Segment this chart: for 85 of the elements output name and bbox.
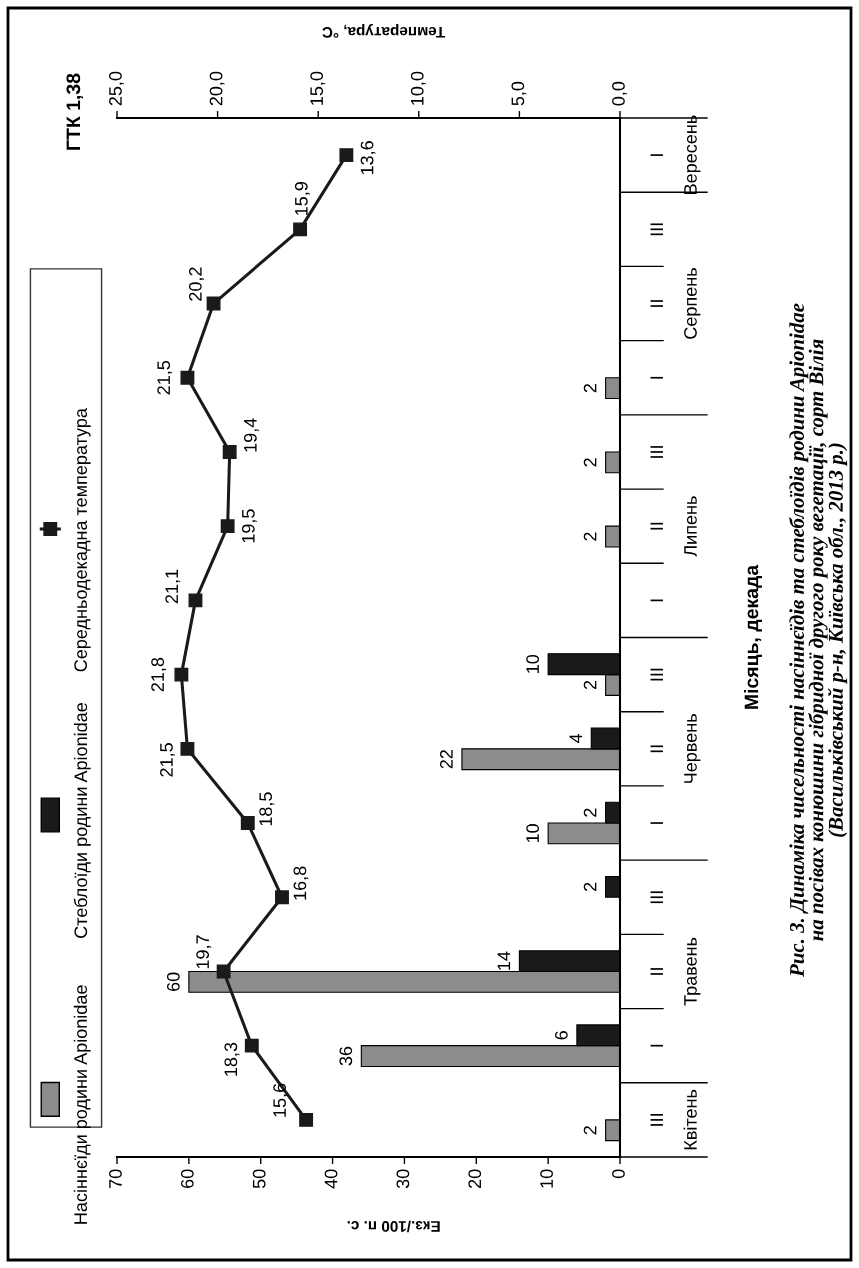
text: Травень <box>684 937 701 1006</box>
point <box>222 445 237 459</box>
x-tick-label: 30 <box>396 1169 410 1189</box>
data-label: 15,6 <box>273 1083 289 1117</box>
x2-tick-label: 25,0 <box>109 71 124 106</box>
data-label: 2 <box>583 882 597 891</box>
data-label: 2 <box>583 532 597 541</box>
data-label: 19,4 <box>243 418 259 452</box>
text: Серпень <box>684 268 701 339</box>
y-tick-label: III <box>650 223 663 236</box>
point <box>188 593 203 608</box>
data-label: 21,5 <box>160 743 175 777</box>
text: ГТК 1,38 <box>66 73 84 150</box>
point <box>244 1038 259 1053</box>
data-label: 2 <box>583 384 597 393</box>
data-label: 16,8 <box>293 866 309 900</box>
point <box>180 370 195 385</box>
point <box>174 667 189 682</box>
point <box>180 741 195 756</box>
y-tick-label: II <box>650 968 663 975</box>
y-tick-label: I <box>650 822 663 824</box>
point <box>293 222 308 237</box>
x-axis-title: Екз./100 п. с. <box>347 1220 440 1233</box>
x-tick-label: 10 <box>540 1169 553 1188</box>
data-label: 2 <box>583 458 597 467</box>
data-label: 18,5 <box>259 792 275 826</box>
data-label: 18,3 <box>224 1042 240 1076</box>
y-tick-label: III <box>650 891 663 904</box>
x2-axis-title: Температура, °С <box>322 23 446 38</box>
y-tick-label: I <box>650 154 663 156</box>
y-tick-label: II <box>650 300 663 307</box>
text: Червень <box>684 714 701 783</box>
y-tick-label: III <box>650 668 663 681</box>
x2-tick-label: 5,0 <box>511 81 527 106</box>
x2-tick-label: 15,0 <box>310 71 326 105</box>
data-label: 10 <box>526 654 540 673</box>
point <box>299 1112 314 1127</box>
point <box>339 148 354 163</box>
text: Вересень <box>684 115 701 194</box>
data-label: 60 <box>166 972 180 991</box>
x-tick-label: 50 <box>252 1169 266 1189</box>
text: Липень <box>684 496 697 557</box>
legend-label: Середньодекадна температура <box>74 408 91 672</box>
data-label: 10 <box>526 824 540 843</box>
x-tick-label: 20 <box>468 1169 482 1188</box>
y-tick-label: II <box>650 522 663 530</box>
x2-tick-label: 0,0 <box>612 81 627 106</box>
y-tick-label: I <box>650 376 663 379</box>
y-tick-label: III <box>650 1114 663 1126</box>
data-label: 19,7 <box>196 935 212 969</box>
point <box>206 296 221 311</box>
data-label: 22 <box>440 750 453 769</box>
data-label: 21,1 <box>165 569 181 604</box>
text: Квітень <box>683 1089 697 1150</box>
y-axis-title: Місяць, декада <box>744 564 762 709</box>
x-tick-label: 70 <box>109 1169 122 1188</box>
data-label: 20,2 <box>188 267 204 301</box>
text: Рис. 3. Динаміка чисельності насіннєїдів та стеблоїдів родини Apionidae на посівах конюшини гібридної другого року вегетації, сорт Вілія (Васильківський р-н, Київська обл., 2013 р.) <box>788 303 848 977</box>
point <box>240 816 255 830</box>
y-tick-label: I <box>650 1044 663 1047</box>
x-tick-label: 0 <box>612 1169 625 1179</box>
data-label: 2 <box>583 680 597 690</box>
data-label: 4 <box>569 733 582 744</box>
point <box>216 964 231 979</box>
data-label: 13,6 <box>360 141 376 175</box>
data-label: 2 <box>583 1126 597 1135</box>
x-tick-label: 60 <box>180 1169 194 1188</box>
data-label: 19,5 <box>241 509 257 543</box>
x2-tick-label: 20,0 <box>209 71 225 106</box>
data-label: 21,8 <box>151 657 167 692</box>
point <box>275 890 289 905</box>
y-tick-label: II <box>650 745 663 753</box>
data-label: 15,9 <box>294 182 310 215</box>
data-label: 21,5 <box>157 360 173 395</box>
data-label: 6 <box>554 1031 568 1040</box>
x-tick-label: 40 <box>324 1169 338 1189</box>
data-label: 14 <box>497 951 511 970</box>
data-label: 2 <box>583 808 597 817</box>
data-label: 36 <box>339 1046 353 1066</box>
y-tick-label: III <box>650 446 663 458</box>
legend-label: Стеблоїди родини Apionidae <box>73 703 91 938</box>
x2-tick-label: 10,0 <box>410 71 426 105</box>
point <box>220 519 235 534</box>
legend-label: Насіннєїди родини Apionidae <box>73 985 91 1224</box>
y-tick-label: I <box>650 599 663 602</box>
